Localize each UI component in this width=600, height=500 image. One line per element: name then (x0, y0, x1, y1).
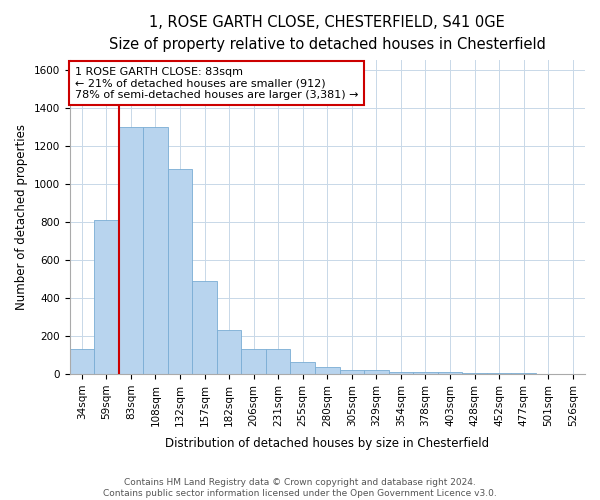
Bar (413, 372, 438, 374)
Bar (119, 127, 143, 374)
Bar (168, 168, 192, 374)
Bar (487, 373, 511, 374)
Bar (217, 330, 241, 374)
Title: 1, ROSE GARTH CLOSE, CHESTERFIELD, S41 0GE
Size of property relative to detached: 1, ROSE GARTH CLOSE, CHESTERFIELD, S41 0… (109, 15, 546, 52)
Bar (70, 350, 94, 374)
Bar (364, 370, 389, 374)
Bar (94, 220, 119, 374)
Bar (241, 350, 266, 374)
Bar (266, 350, 290, 374)
Bar (511, 373, 536, 374)
Bar (290, 362, 315, 374)
X-axis label: Distribution of detached houses by size in Chesterfield: Distribution of detached houses by size … (165, 437, 490, 450)
Y-axis label: Number of detached properties: Number of detached properties (15, 124, 28, 310)
Bar (192, 281, 217, 374)
Bar (438, 372, 462, 374)
Bar (462, 373, 487, 374)
Bar (340, 370, 364, 374)
Text: 1 ROSE GARTH CLOSE: 83sqm
← 21% of detached houses are smaller (912)
78% of semi: 1 ROSE GARTH CLOSE: 83sqm ← 21% of detac… (74, 66, 358, 100)
Bar (315, 368, 340, 374)
Bar (143, 127, 168, 374)
Bar (389, 372, 413, 374)
Text: Contains HM Land Registry data © Crown copyright and database right 2024.
Contai: Contains HM Land Registry data © Crown c… (103, 478, 497, 498)
